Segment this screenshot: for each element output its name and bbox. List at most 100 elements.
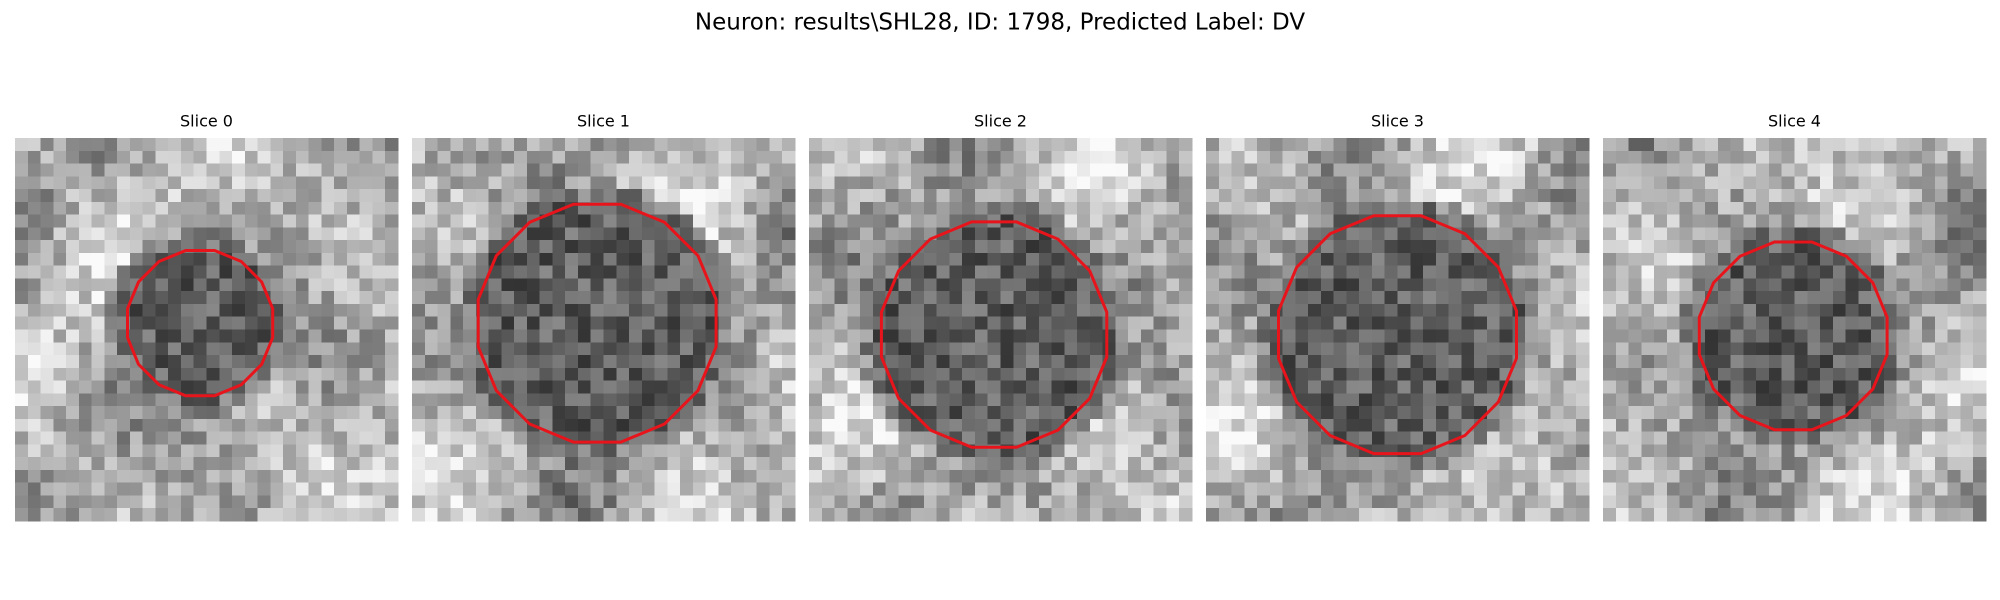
pixel xyxy=(949,457,963,471)
pixel xyxy=(501,355,515,369)
pixel xyxy=(308,252,322,267)
pixel xyxy=(1257,444,1271,458)
pixel xyxy=(1384,240,1399,254)
pixel xyxy=(232,482,246,497)
pixel xyxy=(756,508,771,522)
pixel xyxy=(1550,329,1565,343)
pixel xyxy=(117,214,131,228)
pixel xyxy=(1128,214,1142,228)
pixel xyxy=(872,406,887,420)
pixel xyxy=(155,316,169,331)
pixel xyxy=(1320,265,1335,280)
pixel xyxy=(667,316,681,331)
pixel xyxy=(565,342,579,356)
pixel xyxy=(1525,329,1539,343)
pixel xyxy=(1051,291,1065,305)
pixel xyxy=(1320,176,1335,190)
pixel xyxy=(1410,189,1424,203)
pixel xyxy=(1768,303,1783,318)
pixel xyxy=(834,380,848,394)
pixel xyxy=(1705,227,1719,241)
pixel xyxy=(1563,380,1577,394)
pixel xyxy=(1909,201,1923,216)
pixel xyxy=(1743,303,1757,318)
pixel xyxy=(1102,278,1116,292)
pixel xyxy=(53,431,67,445)
pixel xyxy=(1794,342,1808,356)
pixel xyxy=(1140,201,1155,216)
pixel xyxy=(488,355,502,369)
pixel xyxy=(40,252,54,267)
pixel xyxy=(654,176,668,190)
pixel xyxy=(1563,265,1577,280)
pixel xyxy=(539,316,554,331)
pixel xyxy=(1423,150,1437,165)
pixel xyxy=(1858,444,1872,458)
pixel xyxy=(1102,469,1116,484)
pixel xyxy=(1026,393,1040,407)
pixel xyxy=(501,163,515,177)
pixel xyxy=(1013,278,1027,292)
pixel xyxy=(1666,508,1681,522)
pixel xyxy=(475,138,490,152)
pixel xyxy=(1013,240,1027,254)
pixel xyxy=(552,393,566,407)
pixel xyxy=(1717,303,1732,318)
pixel xyxy=(1973,342,1987,356)
pixel xyxy=(1743,457,1757,471)
pixel xyxy=(1333,406,1348,420)
pixel xyxy=(654,508,668,522)
pixel xyxy=(692,240,707,254)
pixel xyxy=(66,189,80,203)
pixel xyxy=(53,201,67,216)
pixel xyxy=(321,495,335,509)
pixel xyxy=(15,406,29,420)
pixel xyxy=(809,457,823,471)
pixel xyxy=(1115,508,1129,522)
pixel xyxy=(1628,150,1642,165)
pixel xyxy=(66,252,80,267)
pixel xyxy=(501,201,515,216)
pixel xyxy=(501,495,515,509)
pixel xyxy=(1934,176,1949,190)
pixel xyxy=(1333,393,1348,407)
pixel xyxy=(756,189,771,203)
pixel xyxy=(1666,214,1681,228)
pixel xyxy=(1794,431,1808,445)
pixel xyxy=(501,214,515,228)
pixel xyxy=(1947,406,1962,420)
pixel xyxy=(860,316,874,331)
pixel xyxy=(1371,355,1386,369)
pixel xyxy=(66,265,80,280)
pixel xyxy=(1832,316,1847,331)
pixel xyxy=(334,469,348,484)
pixel xyxy=(1973,418,1987,433)
pixel xyxy=(1603,150,1617,165)
pixel xyxy=(1730,150,1745,165)
pixel xyxy=(872,291,887,305)
pixel xyxy=(872,227,887,241)
pixel xyxy=(1499,342,1513,356)
pixel xyxy=(1140,418,1155,433)
pixel xyxy=(962,342,976,356)
pixel xyxy=(1333,329,1348,343)
pixel xyxy=(1000,482,1014,497)
pixel xyxy=(1128,457,1142,471)
pixel xyxy=(501,316,515,331)
pixel xyxy=(270,138,284,152)
pixel xyxy=(898,367,912,382)
pixel xyxy=(270,444,284,458)
pixel xyxy=(1576,342,1590,356)
pixel xyxy=(1206,482,1220,497)
pixel xyxy=(1845,329,1859,343)
pixel xyxy=(782,189,796,203)
pixel xyxy=(1026,508,1040,522)
pixel xyxy=(1244,240,1258,254)
pixel xyxy=(539,482,554,497)
pixel xyxy=(270,431,284,445)
pixel xyxy=(860,418,874,433)
pixel xyxy=(1359,457,1373,471)
pixel xyxy=(1525,303,1539,318)
pixel xyxy=(718,342,732,356)
pixel xyxy=(936,316,951,331)
